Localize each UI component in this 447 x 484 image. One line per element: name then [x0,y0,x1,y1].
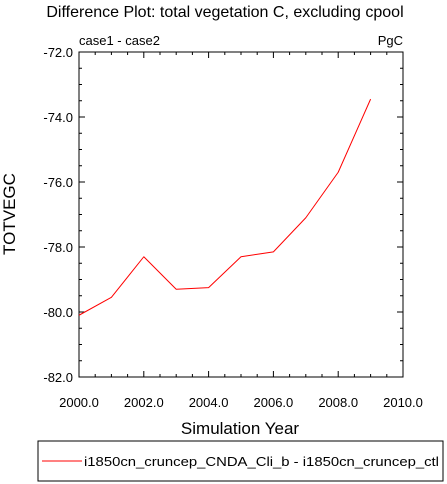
x-axis-label: Simulation Year [181,419,299,438]
legend-series-label: i1850cn_cruncep_CNDA_Cli_b - i1850cn_cru… [84,454,439,469]
x-tick-label: 2002.0 [124,395,164,410]
y-axis-label: TOTVEGC [0,173,19,255]
chart-title: Difference Plot: total vegetation C, exc… [46,4,403,21]
x-tick-label: 2008.0 [318,395,358,410]
plot-frame [78,51,404,378]
y-tick-labels: -72.0 -74.0 -76.0 -78.0 -80.0 -82.0 [43,45,73,385]
units-label: PgC [378,33,403,48]
x-tick-label: 2006.0 [254,395,294,410]
y-tick-label: -72.0 [43,45,73,60]
y-tick-label: -82.0 [43,370,73,385]
series-line-0 [78,98,372,316]
left-corner-label: case1 - case2 [79,33,160,48]
x-tick-labels: 2000.0 2002.0 2004.0 2006.0 2008.0 2010.0 [59,395,423,410]
y-tick-label: -74.0 [43,110,73,125]
axis-ticks [78,51,404,378]
y-tick-label: -78.0 [43,240,73,255]
y-tick-label: -76.0 [43,175,73,190]
x-tick-label: 2000.0 [59,395,99,410]
x-tick-label: 2004.0 [189,395,229,410]
x-tick-label: 2010.0 [383,395,423,410]
y-tick-label: -80.0 [43,305,73,320]
legend-box [37,440,444,482]
series-layer [78,98,372,316]
